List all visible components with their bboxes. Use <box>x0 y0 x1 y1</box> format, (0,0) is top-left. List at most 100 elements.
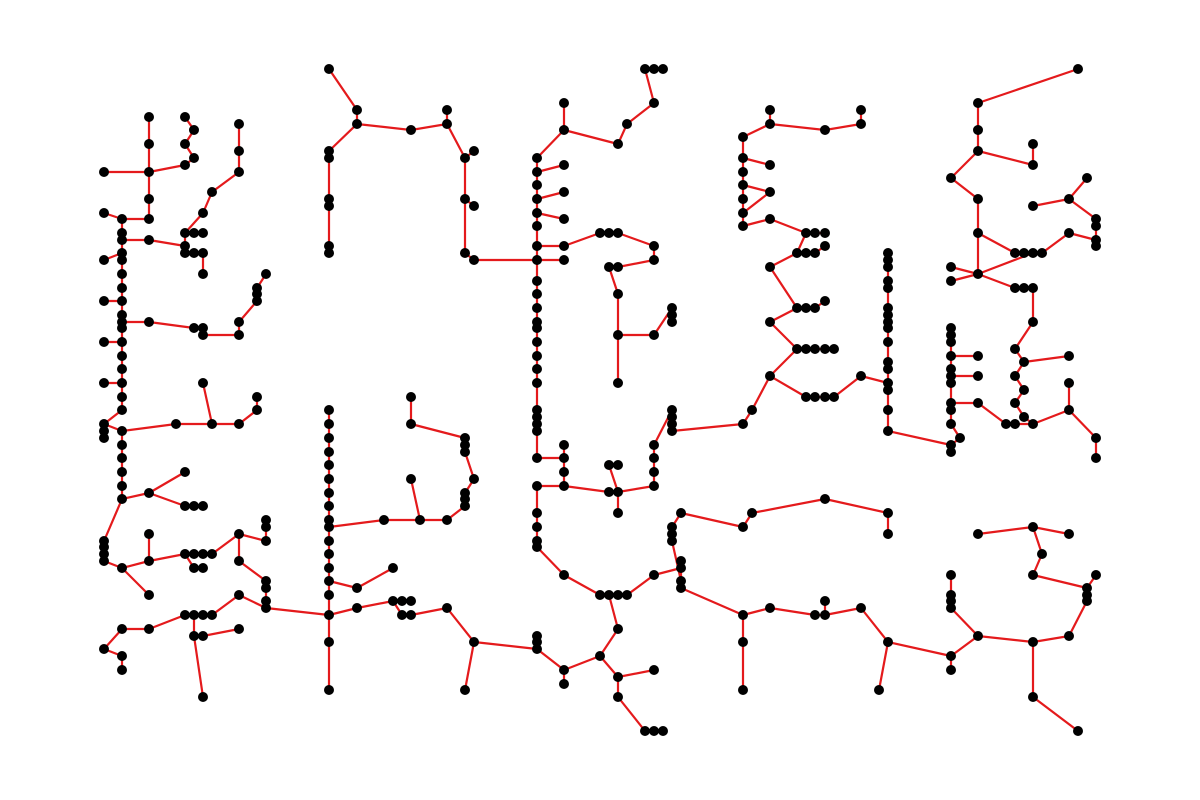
network-node <box>117 494 127 504</box>
network-node <box>261 603 271 613</box>
network-edge <box>1022 354 1071 364</box>
network-node <box>559 570 569 580</box>
network-node <box>144 624 154 634</box>
network-node <box>883 378 893 388</box>
network-node <box>180 467 190 477</box>
network-edge <box>210 170 241 194</box>
network-node <box>1019 283 1029 293</box>
network-node <box>180 112 190 122</box>
network-node <box>406 125 416 135</box>
network-node <box>765 317 775 327</box>
network-edge <box>535 647 566 672</box>
network-node <box>234 317 244 327</box>
network-node <box>180 139 190 149</box>
network-node <box>801 303 811 313</box>
network-node <box>324 501 334 511</box>
network-edge <box>1067 197 1098 221</box>
network-node <box>559 214 569 224</box>
network-edge <box>1031 634 1071 644</box>
network-node <box>460 447 470 457</box>
network-node <box>559 665 569 675</box>
network-node <box>117 364 127 374</box>
network-node <box>883 310 893 320</box>
network-node <box>559 481 569 491</box>
network-edge <box>210 593 241 617</box>
network-node <box>765 214 775 224</box>
network-node <box>324 637 334 647</box>
network-node <box>234 146 244 156</box>
network-node <box>973 269 983 279</box>
network-node <box>207 610 217 620</box>
network-node <box>595 651 605 661</box>
network-node <box>649 255 659 265</box>
network-node <box>667 317 677 327</box>
network-node <box>180 228 190 238</box>
network-node <box>738 153 748 163</box>
network-node <box>973 125 983 135</box>
network-node <box>117 269 127 279</box>
network-node <box>946 337 956 347</box>
network-node <box>207 549 217 559</box>
network-node <box>604 228 614 238</box>
network-node <box>234 624 244 634</box>
network-node <box>415 515 425 525</box>
network-node <box>189 248 199 258</box>
network-node <box>829 344 839 354</box>
network-node <box>792 303 802 313</box>
network-node <box>324 64 334 74</box>
network-node <box>613 262 623 272</box>
network-node <box>189 228 199 238</box>
network-node <box>973 398 983 408</box>
network-node <box>460 685 470 695</box>
network-node <box>676 508 686 518</box>
network-node <box>117 440 127 450</box>
network-edge <box>832 374 863 399</box>
network-node <box>324 153 334 163</box>
network-node <box>460 194 470 204</box>
network-node <box>117 214 127 224</box>
network-node <box>532 180 542 190</box>
network-node <box>1064 378 1074 388</box>
network-node <box>1028 201 1038 211</box>
nodes-layer <box>99 64 1101 736</box>
network-node <box>406 610 416 620</box>
network-node <box>189 549 199 559</box>
network-edge <box>859 606 890 644</box>
network-node <box>883 508 893 518</box>
network-node <box>946 364 956 374</box>
network-node <box>234 556 244 566</box>
network-node <box>820 125 830 135</box>
network-node <box>946 398 956 408</box>
network-node <box>946 651 956 661</box>
network-node <box>379 515 389 525</box>
network-edge <box>768 374 808 399</box>
network-edge <box>949 149 980 180</box>
network-node <box>532 644 542 654</box>
network-node <box>324 419 334 429</box>
network-node <box>559 255 569 265</box>
network-node <box>469 255 479 265</box>
network-node <box>117 235 127 245</box>
network-node <box>559 187 569 197</box>
network-node <box>883 357 893 367</box>
network-node <box>117 337 127 347</box>
network-node <box>532 412 542 422</box>
network-node <box>765 371 775 381</box>
network-node <box>747 508 757 518</box>
network-node <box>532 208 542 218</box>
network-edge <box>679 511 745 529</box>
network-node <box>460 433 470 443</box>
network-node <box>667 412 677 422</box>
network-node <box>1028 139 1038 149</box>
network-node <box>973 371 983 381</box>
network-node <box>144 194 154 204</box>
network-edge <box>237 559 268 583</box>
network-node <box>532 241 542 251</box>
network-node <box>559 98 569 108</box>
network-node <box>532 405 542 415</box>
network-node <box>1010 419 1020 429</box>
network-node <box>442 119 452 129</box>
network-node <box>397 596 407 606</box>
network-edge <box>616 484 656 494</box>
